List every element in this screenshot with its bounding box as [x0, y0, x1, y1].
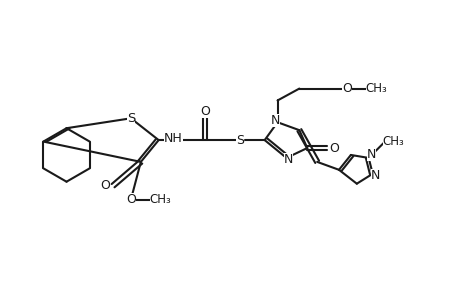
Text: S: S — [235, 134, 243, 147]
Text: O: O — [100, 179, 110, 192]
Text: CH₃: CH₃ — [365, 82, 386, 95]
Text: O: O — [341, 82, 351, 95]
Text: N: N — [270, 114, 280, 127]
Text: O: O — [126, 193, 135, 206]
Text: S: S — [127, 112, 135, 125]
Text: O: O — [328, 142, 338, 154]
Text: N: N — [366, 148, 375, 161]
Text: N: N — [370, 169, 380, 182]
Text: O: O — [200, 105, 210, 118]
Text: N: N — [283, 153, 292, 167]
Text: NH: NH — [164, 132, 183, 145]
Text: CH₃: CH₃ — [150, 193, 171, 206]
Text: CH₃: CH₃ — [382, 135, 403, 148]
